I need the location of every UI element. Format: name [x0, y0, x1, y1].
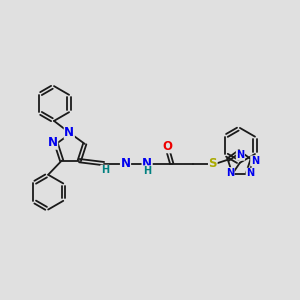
Text: N: N: [142, 157, 152, 170]
Text: N: N: [246, 168, 254, 178]
Text: H: H: [143, 166, 152, 176]
Text: N: N: [48, 136, 58, 149]
Text: N: N: [121, 157, 130, 170]
Text: H: H: [101, 165, 109, 175]
Text: N: N: [251, 156, 259, 166]
Text: N: N: [236, 150, 244, 160]
Text: N: N: [226, 168, 234, 178]
Text: N: N: [64, 126, 74, 139]
Text: O: O: [162, 140, 172, 153]
Text: S: S: [208, 157, 217, 170]
